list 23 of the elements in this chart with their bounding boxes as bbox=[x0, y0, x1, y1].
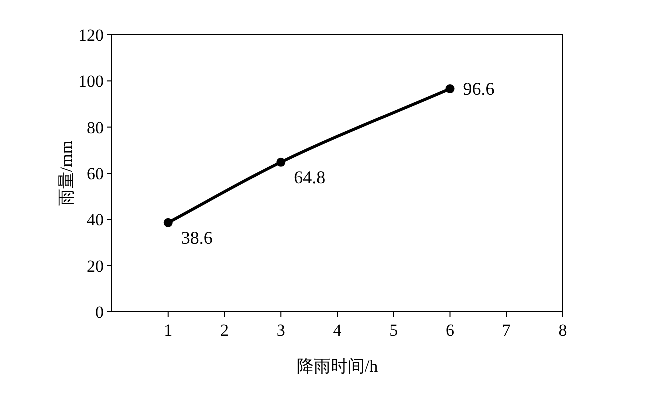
y-tick-label: 20 bbox=[87, 256, 104, 276]
x-tick-label: 1 bbox=[164, 321, 173, 340]
x-tick-label: 3 bbox=[276, 321, 286, 340]
point bbox=[446, 84, 455, 94]
point bbox=[276, 158, 286, 167]
y-tick-label: 40 bbox=[87, 210, 104, 230]
x-tick-label: 8 bbox=[558, 321, 568, 340]
y-tick-label: 60 bbox=[87, 164, 104, 184]
x-tick-label: 7 bbox=[502, 321, 512, 340]
data-label: 96.6 bbox=[463, 79, 495, 100]
y-tick-label: 100 bbox=[78, 72, 104, 92]
y-tick-label: 80 bbox=[87, 118, 104, 138]
x-tick-label: 4 bbox=[333, 321, 342, 340]
data-label: 64.8 bbox=[294, 167, 326, 188]
x-tick-label: 6 bbox=[446, 321, 454, 340]
x-tick-label: 2 bbox=[220, 321, 229, 340]
x-axis-title: 降雨时间/h bbox=[296, 357, 379, 376]
data-label: 38.6 bbox=[181, 228, 213, 248]
y-axis-title: 雨量/mm bbox=[57, 140, 76, 206]
x-tick-label: 5 bbox=[390, 321, 398, 340]
y-tick-label: 120 bbox=[78, 26, 104, 45]
point bbox=[164, 218, 173, 228]
y-tick-label: 0 bbox=[96, 303, 104, 322]
